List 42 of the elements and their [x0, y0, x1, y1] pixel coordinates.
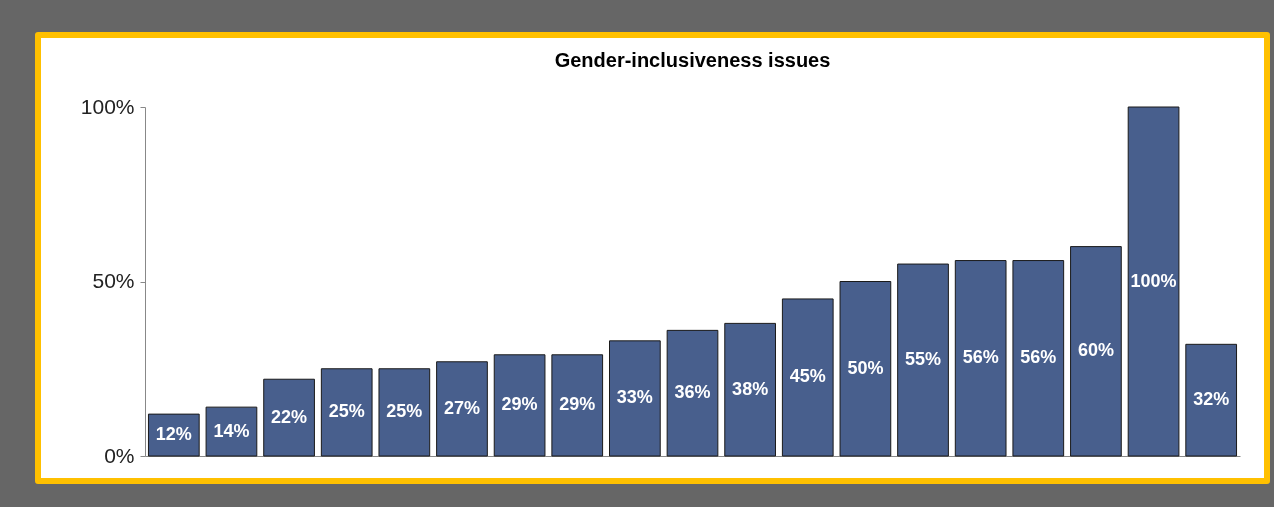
bar [1012, 260, 1065, 457]
data-label: 29% [501, 394, 538, 415]
bar [1127, 106, 1180, 457]
data-label: 25% [386, 401, 423, 422]
data-label: 12% [155, 424, 192, 445]
bar [378, 368, 431, 457]
data-label: 25% [328, 401, 365, 422]
bar [263, 378, 315, 457]
y-tick-label: 50% [92, 269, 135, 292]
data-label: 27% [443, 397, 480, 418]
data-label: 56% [962, 347, 999, 368]
data-label: 100% [1130, 270, 1177, 291]
bar [609, 340, 661, 457]
data-label: 45% [789, 366, 826, 387]
bar [493, 354, 546, 457]
data-label: 36% [674, 382, 711, 403]
data-label: 29% [559, 394, 596, 415]
data-label: 14% [213, 420, 250, 441]
bar [147, 413, 200, 457]
bar [436, 361, 488, 457]
bar [781, 298, 834, 457]
data-label: 38% [732, 378, 769, 399]
data-label: 55% [905, 349, 942, 370]
bar [320, 368, 373, 457]
y-tick-label: 0% [104, 443, 135, 467]
bar [205, 406, 258, 457]
data-label: 60% [1077, 340, 1114, 361]
bar [954, 260, 1007, 457]
data-label: 33% [616, 387, 653, 408]
bar [897, 263, 949, 457]
bar [1070, 246, 1122, 457]
y-tick-label: 100% [80, 94, 135, 118]
bar [666, 329, 719, 457]
bar [551, 354, 604, 457]
bar [1185, 343, 1238, 457]
data-label: 22% [271, 406, 308, 427]
bar [839, 281, 892, 457]
data-label: 56% [1020, 347, 1057, 368]
bar [724, 322, 776, 457]
data-label: 50% [847, 357, 884, 378]
data-label: 32% [1193, 389, 1230, 410]
chart-title: Gender-inclusiveness issues [554, 49, 831, 71]
